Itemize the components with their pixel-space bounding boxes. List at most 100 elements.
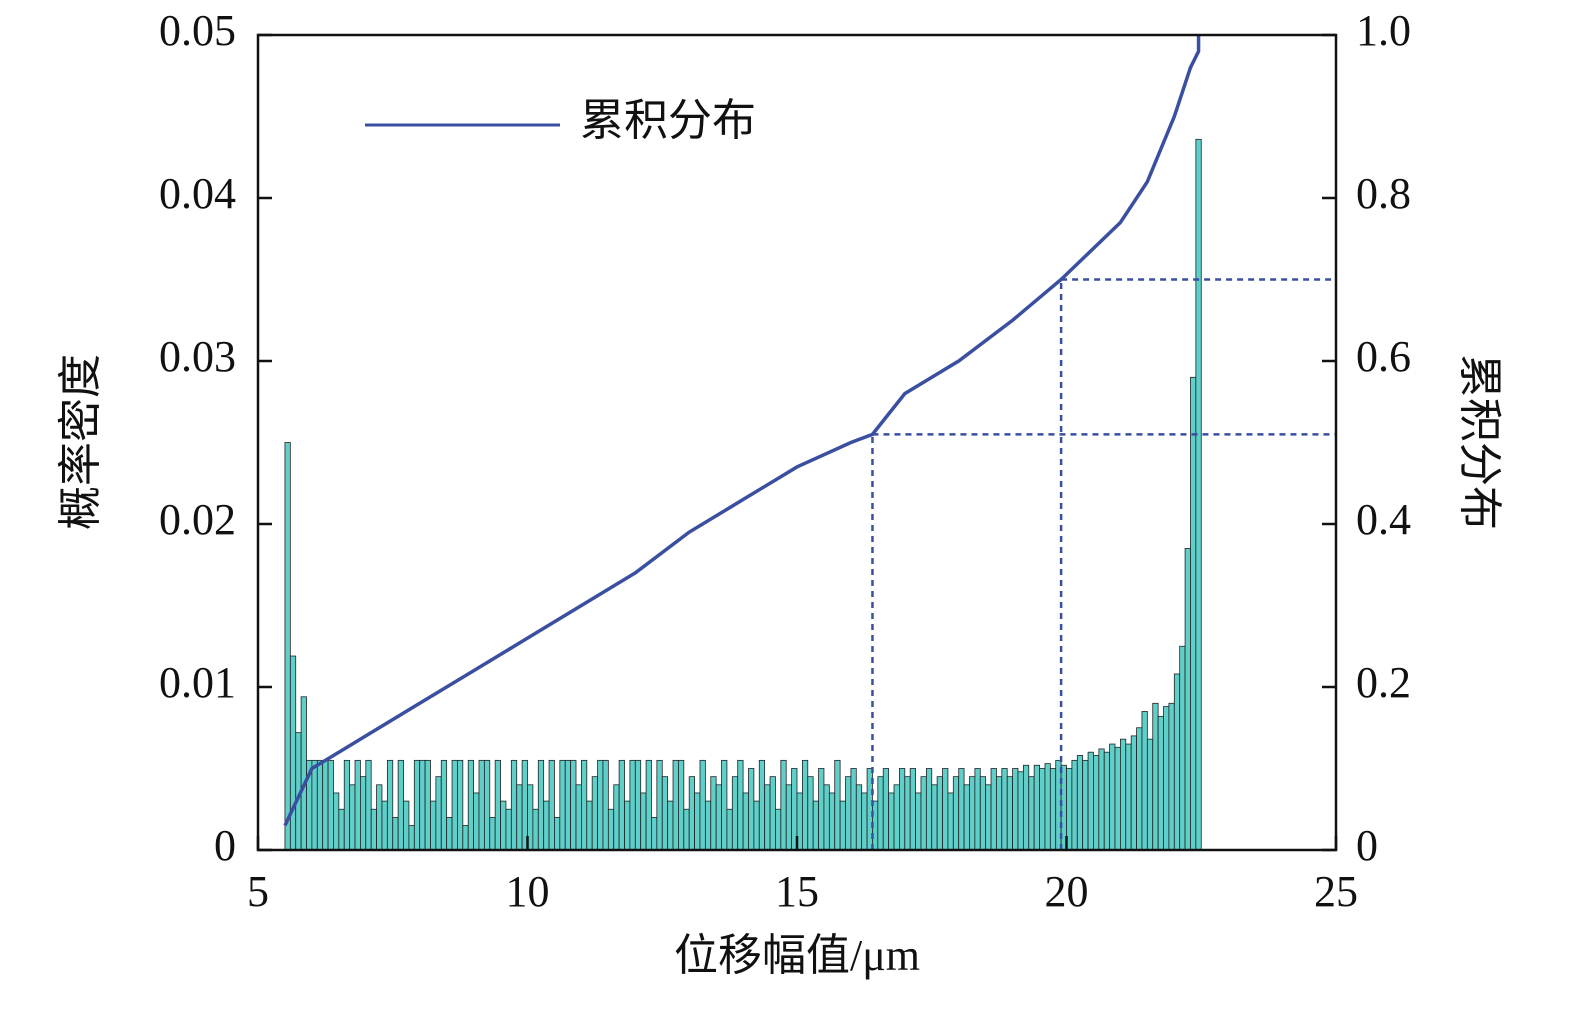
histogram-bar bbox=[440, 759, 448, 851]
histogram-bar bbox=[354, 759, 361, 851]
histogram-bar bbox=[1179, 645, 1186, 851]
y-tick-label: 0 bbox=[214, 821, 236, 870]
histogram-bar bbox=[300, 696, 307, 851]
y-tick-label: 0.03 bbox=[159, 332, 236, 381]
histogram-bar bbox=[990, 768, 997, 851]
histogram-bar bbox=[974, 768, 981, 851]
histogram-bar bbox=[494, 759, 501, 851]
histogram-bar bbox=[1071, 759, 1078, 851]
histogram-bar bbox=[634, 759, 642, 851]
histogram-bar bbox=[1114, 746, 1121, 851]
histogram-bar bbox=[1001, 768, 1008, 851]
histogram-bar bbox=[1039, 768, 1046, 851]
histogram-bar bbox=[807, 776, 814, 851]
histogram-bar bbox=[640, 792, 647, 851]
histogram-bar bbox=[381, 800, 388, 851]
y-tick-label: 0.05 bbox=[159, 6, 236, 55]
histogram-bar bbox=[408, 825, 415, 851]
histogram-bar bbox=[942, 768, 949, 851]
histogram-bar bbox=[969, 776, 976, 851]
histogram-bar bbox=[947, 792, 954, 851]
histogram-bar bbox=[861, 792, 868, 851]
histogram-bar bbox=[349, 784, 356, 851]
histogram-bar bbox=[850, 768, 857, 851]
histogram-bar bbox=[839, 800, 846, 851]
histogram-bar bbox=[360, 776, 367, 851]
histogram-bar bbox=[1120, 738, 1127, 851]
histogram-bar bbox=[1195, 138, 1202, 851]
legend-label: 累积分布 bbox=[580, 96, 756, 145]
histogram-bar bbox=[446, 817, 453, 851]
histogram-bar bbox=[834, 759, 841, 851]
y2-tick-label: 0.2 bbox=[1356, 658, 1411, 707]
histogram-bar bbox=[1017, 771, 1024, 851]
histogram-bar bbox=[888, 792, 895, 851]
histogram-bar bbox=[936, 776, 943, 851]
histogram-bar bbox=[683, 808, 690, 851]
histogram-bar bbox=[775, 808, 782, 851]
histogram-bar bbox=[1033, 764, 1040, 851]
histogram-bar bbox=[1098, 748, 1105, 851]
histogram-bar bbox=[828, 792, 836, 851]
y2-tick-label: 0.6 bbox=[1356, 332, 1411, 381]
histogram-bar bbox=[467, 759, 474, 851]
histogram-bar bbox=[1044, 763, 1051, 851]
histogram-bar bbox=[958, 768, 965, 851]
histogram-bar bbox=[1006, 776, 1014, 851]
histogram-bar bbox=[1146, 738, 1154, 851]
y-tick-label: 0.04 bbox=[159, 169, 236, 218]
histogram-bar bbox=[780, 759, 787, 851]
y-tick-label: 0.01 bbox=[159, 658, 236, 707]
histogram-bar bbox=[963, 784, 970, 851]
histogram-bar bbox=[1190, 376, 1197, 851]
histogram-bar bbox=[559, 759, 566, 851]
histogram-bar bbox=[392, 817, 399, 851]
histogram-bar bbox=[753, 800, 760, 851]
histogram-bar bbox=[591, 776, 598, 851]
histogram-bar bbox=[510, 759, 518, 851]
histogram-bar bbox=[613, 784, 620, 851]
histogram-bar bbox=[1152, 702, 1159, 851]
x-tick-label: 10 bbox=[506, 867, 550, 916]
histogram-bar bbox=[985, 784, 992, 851]
histogram-bar bbox=[1130, 735, 1137, 851]
histogram-bar bbox=[1109, 743, 1116, 851]
histogram-bar bbox=[1184, 548, 1191, 851]
x-tick-label: 20 bbox=[1045, 867, 1089, 916]
histogram-bar bbox=[931, 784, 938, 851]
histogram-bar bbox=[915, 792, 922, 851]
histogram-bar bbox=[1103, 751, 1111, 851]
histogram-bar bbox=[1082, 759, 1089, 851]
histogram-bar bbox=[688, 776, 695, 851]
histogram-bar bbox=[478, 759, 485, 851]
histogram-bar bbox=[1136, 727, 1143, 851]
histogram-bar bbox=[430, 800, 437, 851]
histogram-bar bbox=[818, 768, 825, 851]
histogram-bar bbox=[882, 768, 890, 851]
histogram-bar bbox=[726, 808, 733, 851]
histogram-bar bbox=[785, 784, 793, 851]
histogram-bar bbox=[333, 792, 340, 851]
histogram-bar bbox=[877, 776, 884, 851]
histogram-bar bbox=[1022, 764, 1030, 851]
histogram-bar bbox=[316, 759, 324, 851]
histogram-bar bbox=[1168, 702, 1175, 851]
histogram-bar bbox=[1049, 768, 1057, 851]
histogram-bar bbox=[694, 792, 701, 851]
histogram-bar bbox=[570, 759, 577, 851]
histogram-bar bbox=[1012, 768, 1019, 851]
histogram-bar bbox=[289, 655, 297, 851]
histogram-bar bbox=[737, 759, 744, 851]
histogram-bar bbox=[952, 776, 960, 851]
histogram-bar bbox=[457, 759, 464, 851]
histogram-bar bbox=[710, 776, 717, 851]
y2-axis-label: 累积分布 bbox=[1455, 354, 1504, 530]
histogram-bar bbox=[731, 776, 739, 851]
histogram-bar bbox=[1087, 751, 1094, 851]
histogram-bar bbox=[284, 442, 291, 851]
histogram-bar bbox=[1028, 776, 1035, 851]
histogram-bar bbox=[1157, 715, 1164, 851]
histogram-bar bbox=[451, 759, 458, 851]
